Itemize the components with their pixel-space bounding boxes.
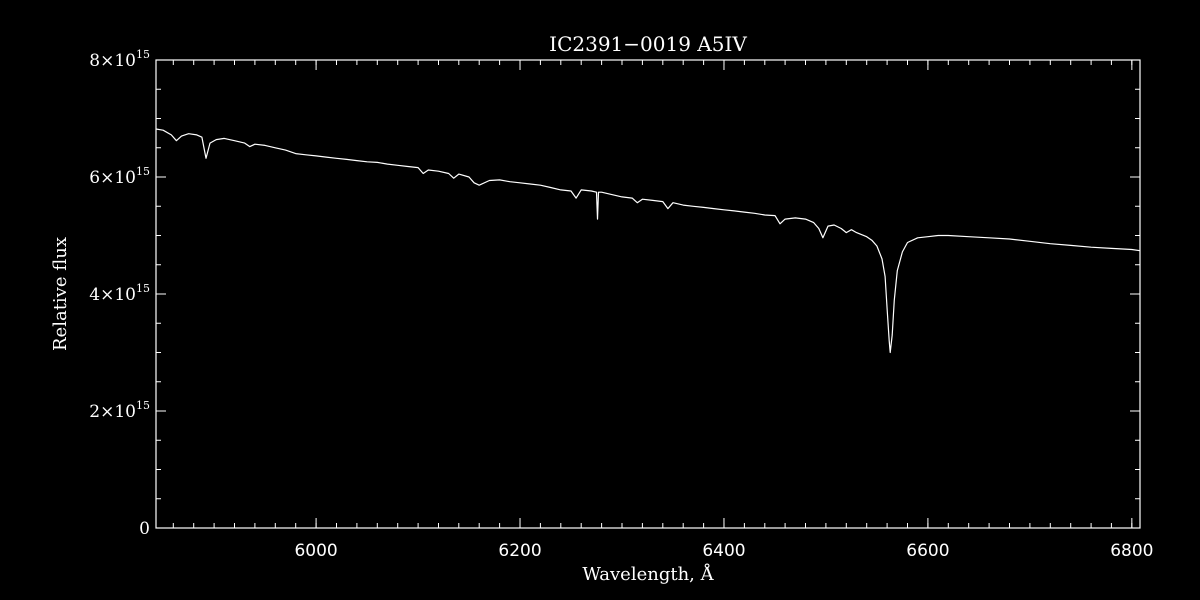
x-tick-label: 6400	[702, 541, 745, 561]
y-tick-label: 6×1015	[89, 165, 150, 188]
series-line	[155, 128, 1141, 354]
x-tick-label: 6800	[1110, 541, 1153, 561]
y-tick-label: 2×1015	[89, 399, 150, 422]
y-tick-label: 0	[139, 519, 150, 539]
y-axis-ticks: 0 2×1015 4×1015 6×1015 8×1015	[89, 48, 1140, 539]
x-axis-ticks: 6000 6200 6400 6600 6800	[294, 60, 1153, 561]
y-axis-label: Relative flux	[50, 237, 71, 351]
x-tick-label: 6000	[294, 541, 337, 561]
y-tick-label: 4×1015	[89, 282, 150, 305]
x-tick-label: 6600	[906, 541, 949, 561]
y-tick-label: 8×1015	[89, 48, 150, 71]
chart-title: IC2391−0019 A5IV	[549, 32, 747, 56]
x-tick-label: 6200	[498, 541, 541, 561]
x-axis-label: Wavelength, Å	[582, 563, 714, 585]
